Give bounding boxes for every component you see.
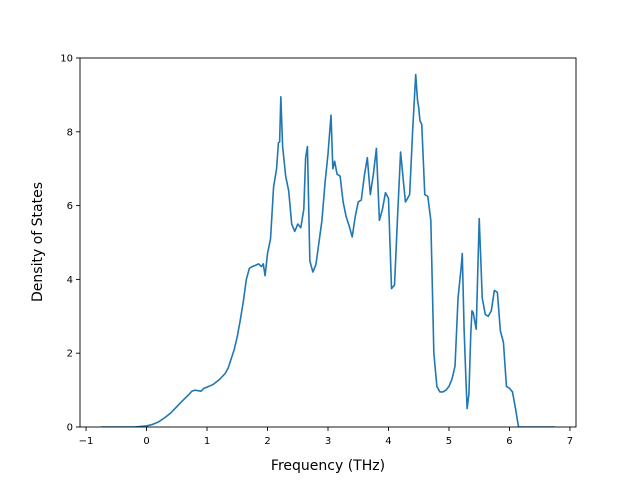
y-tick-label-1: 2	[67, 349, 73, 360]
x-tick-label-8: 7	[567, 436, 573, 447]
y-axis-label: Density of States	[30, 182, 46, 302]
y-tick-label-2: 4	[67, 275, 73, 286]
y-tick-label-3: 6	[67, 201, 73, 212]
x-tick-label-6: 5	[446, 436, 452, 447]
x-tick-label-2: 1	[204, 436, 210, 447]
plot-layer	[101, 73, 555, 427]
x-tick-label-5: 4	[385, 436, 391, 447]
y-tick-label-5: 10	[60, 54, 73, 65]
x-axis-label: Frequency (THz)	[271, 458, 385, 474]
x-tick-label-0: −1	[79, 436, 94, 447]
series-line-0	[101, 73, 555, 427]
axes-layer: −1 0 1 2 3 4 5 6 7 0 2 4 6 8 10	[60, 54, 577, 447]
x-tick-label-3: 2	[264, 436, 270, 447]
y-tick-label-0: 0	[67, 423, 73, 434]
x-tick-label-7: 6	[506, 436, 512, 447]
y-tick-label-4: 8	[67, 127, 73, 138]
x-tick-label-1: 0	[143, 436, 149, 447]
x-tick-label-4: 3	[325, 436, 331, 447]
